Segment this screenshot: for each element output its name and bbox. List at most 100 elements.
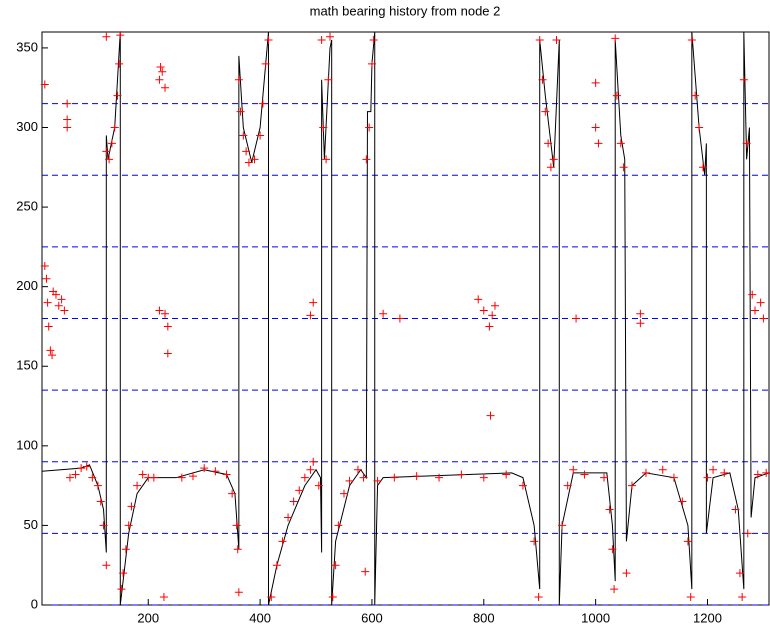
data-point [544,139,553,148]
data-point [365,123,374,132]
data-point [234,75,243,84]
data-point [284,513,293,522]
data-point [691,91,700,100]
data-point [295,486,304,495]
data-point [54,301,63,310]
data-point [309,298,318,307]
data-point [324,75,333,84]
data-point [687,35,696,44]
data-point [720,468,729,477]
data-point [272,561,281,570]
data-point [115,59,124,68]
data-point [63,123,72,132]
data-point [549,155,558,164]
data-point [572,314,581,323]
data-point [563,481,572,490]
data-point [369,35,378,44]
data-point [110,123,119,132]
data-point [331,561,340,570]
y-tick-label: 250 [16,199,38,214]
data-point [43,298,52,307]
data-point [65,473,74,482]
data-point [267,593,276,602]
data-point [326,32,335,41]
data-point [762,468,770,477]
data-point [82,462,91,471]
data-point [591,123,600,132]
data-point [488,311,497,320]
data-point [127,502,136,511]
data-point [412,472,421,481]
data-point [709,465,718,474]
x-tick-label: 1000 [581,610,610,625]
data-point [306,465,315,474]
data-point [743,529,752,538]
data-point [608,545,617,554]
data-point [42,274,51,283]
data-point [641,468,650,477]
data-point [739,75,748,84]
data-point [600,473,609,482]
data-point [102,147,111,156]
data-point [102,32,111,41]
data-point [683,537,692,546]
data-point [367,59,376,68]
data-point [610,585,619,594]
data-point [373,476,382,485]
data-point [233,545,242,554]
data-point [63,99,72,108]
data-point [322,155,331,164]
data-point [236,107,245,116]
data-point [242,147,251,156]
data-point [334,521,343,530]
data-point [256,131,265,140]
data-point [57,295,66,304]
data-point [605,505,614,514]
data-point [156,63,165,72]
data-point [289,497,298,506]
data-point [611,34,620,43]
data-point [163,349,172,358]
data-point [558,521,567,530]
data-point [116,31,125,40]
data-point [457,470,466,479]
data-point [627,481,636,490]
data-point [591,78,600,87]
data-point [594,139,603,148]
data-point [636,309,645,318]
data-point [200,464,209,473]
data-point [102,561,111,570]
data-point [619,163,628,172]
data-point [309,457,318,466]
y-tick-label: 0 [31,596,38,611]
data-point [636,319,645,328]
data-point [612,91,621,100]
y-tick-label: 100 [16,437,38,452]
data-point [40,261,49,270]
data-point [121,545,130,554]
data-point [51,290,60,299]
data-point [742,139,751,148]
data-point [759,314,768,323]
y-tick-label: 50 [24,517,38,532]
data-point [306,311,315,320]
data-point [695,123,704,132]
data-point [105,155,114,164]
data-point [155,75,164,84]
data-point [258,99,267,108]
data-point [314,481,323,490]
data-point [753,470,762,479]
data-point [319,123,328,132]
data-point [328,593,337,602]
data-point [177,473,186,482]
data-point [486,411,495,420]
data-point [149,473,158,482]
data-point [748,290,757,299]
data-point [158,67,167,76]
data-point [250,155,259,164]
x-tick-label: 800 [473,610,495,625]
data-point [119,569,128,578]
chart-title: math bearing history from node 2 [310,3,501,18]
data-point [77,464,86,473]
y-tick-label: 350 [16,39,38,54]
